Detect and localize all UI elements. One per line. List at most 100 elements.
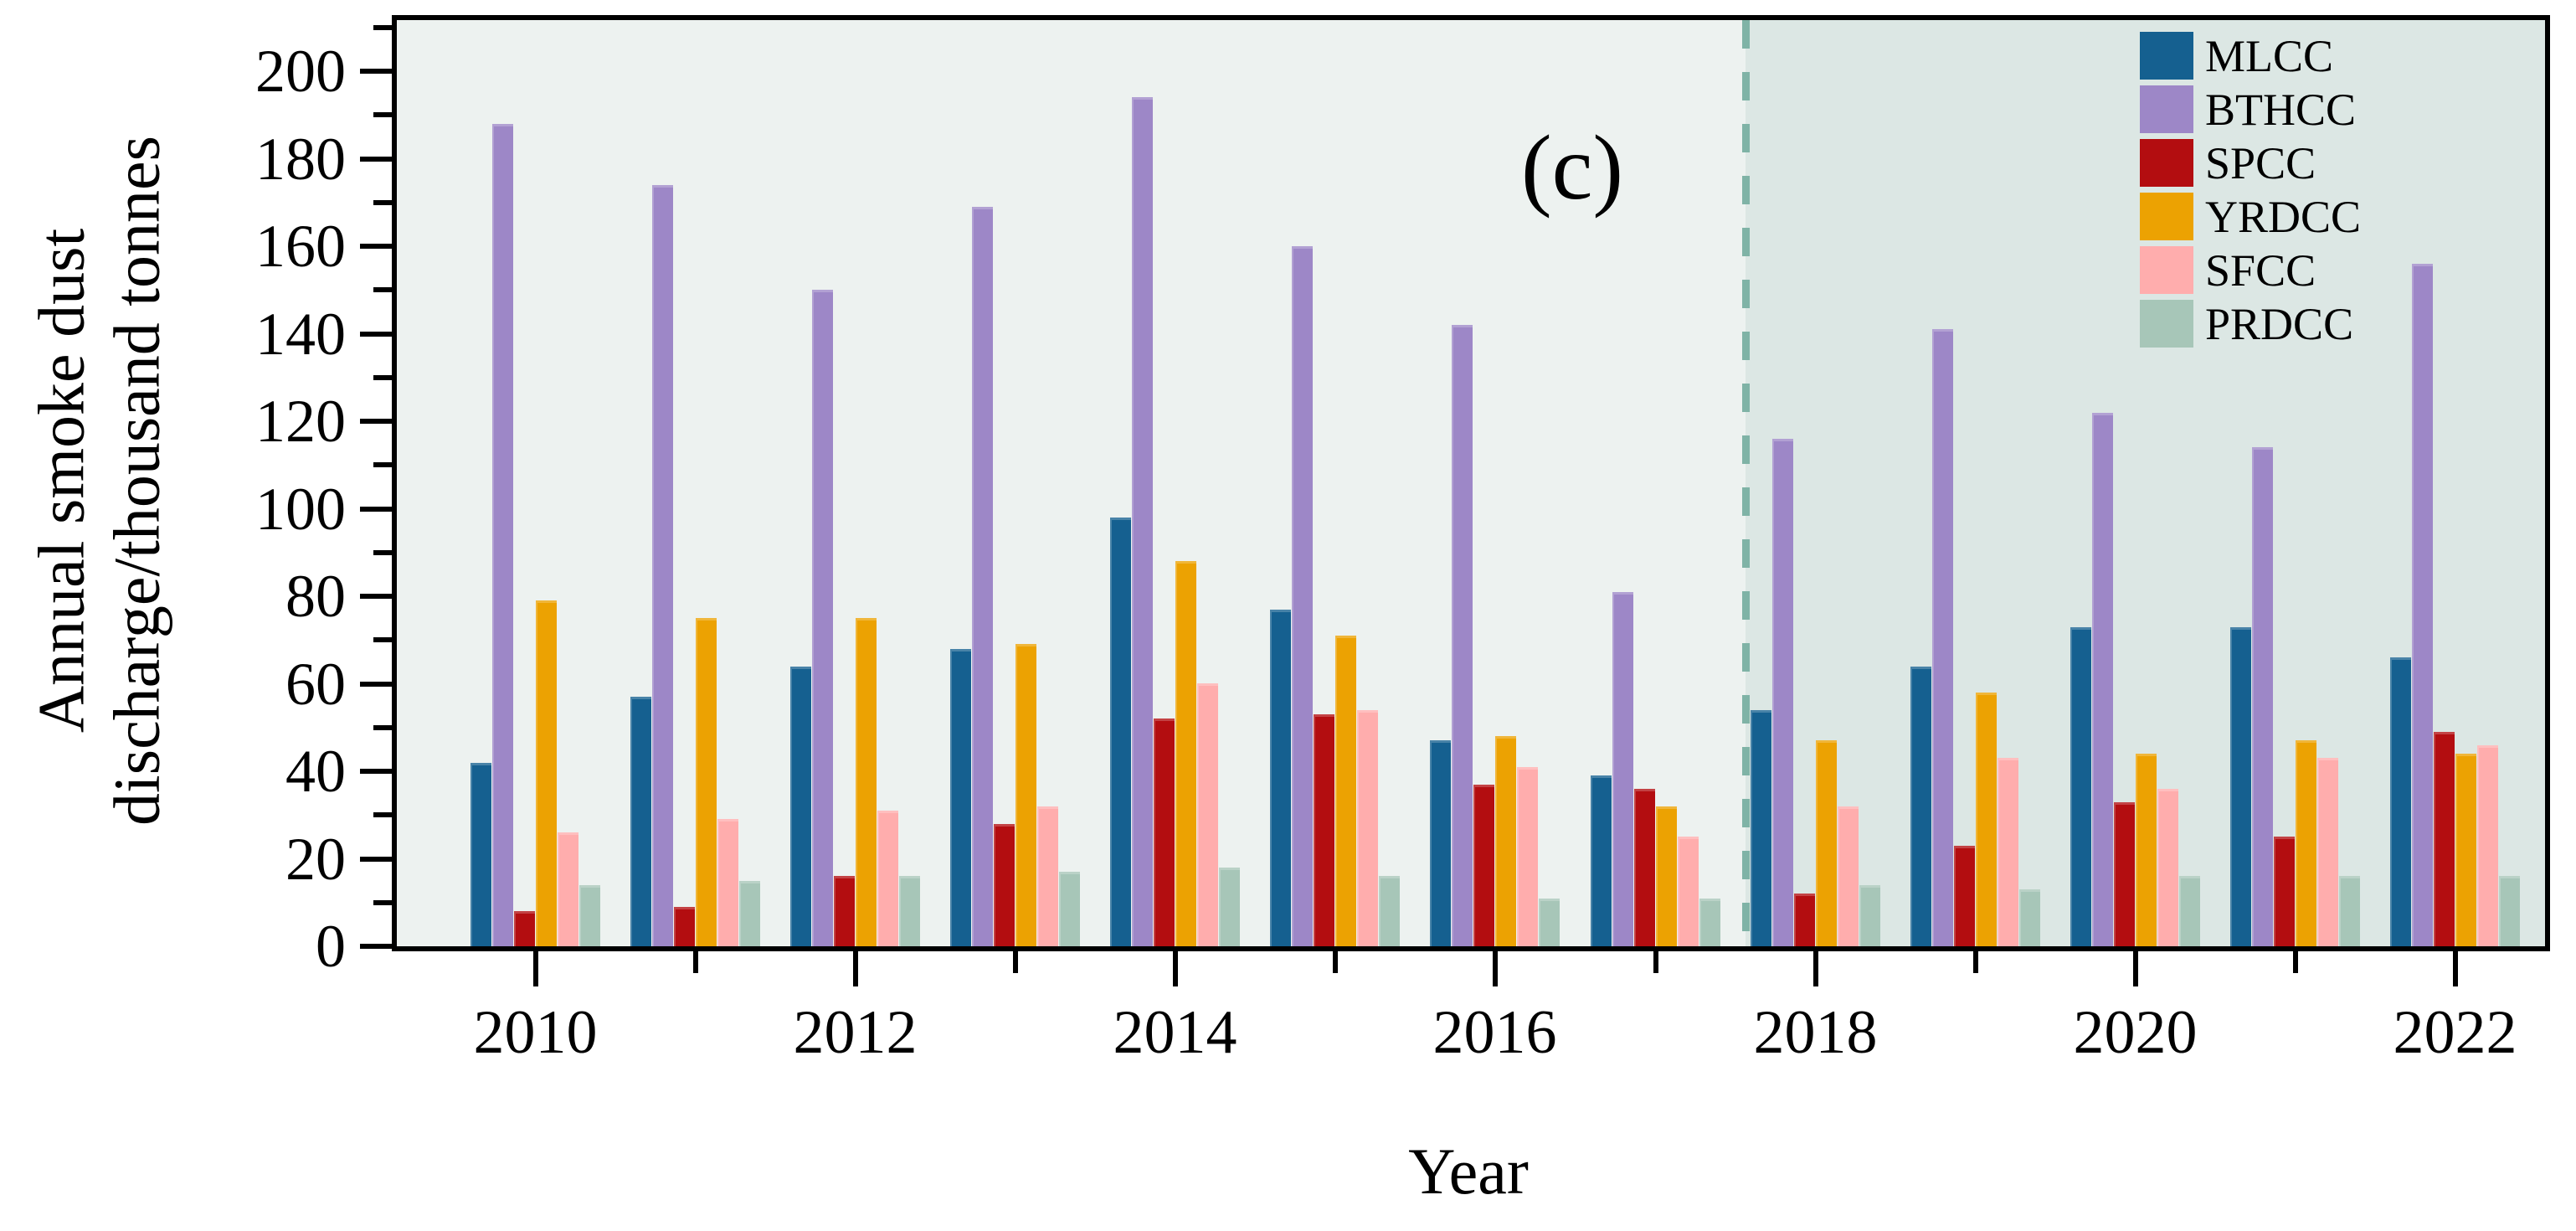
- legend-swatch-SFCC: [2140, 246, 2193, 294]
- x-tick-2011: [692, 951, 698, 973]
- bar-PRDCC-2017: [1699, 899, 1720, 946]
- bar-SFCC-2013: [1037, 806, 1059, 946]
- bar-MLCC-2011: [630, 697, 652, 946]
- y-tick-label-100: 100: [255, 475, 346, 543]
- y-tick-label-0: 0: [316, 913, 346, 980]
- x-tick-label-2014: 2014: [1113, 998, 1237, 1067]
- legend-item-PRDCC: PRDCC: [2140, 300, 2361, 348]
- y-tick-30: [373, 812, 392, 818]
- legend-item-BTHCC: BTHCC: [2140, 85, 2361, 133]
- bar-BTHCC-2018: [1771, 439, 1793, 946]
- year-group-2016: [1430, 325, 1561, 946]
- bar-PRDCC-2013: [1059, 872, 1081, 946]
- y-tick-label-60: 60: [285, 650, 346, 718]
- x-tick-2013: [1012, 951, 1018, 973]
- x-tick-2019: [1972, 951, 1978, 973]
- x-tick-2022: [2452, 951, 2458, 986]
- y-tick-label-180: 180: [255, 125, 346, 193]
- legend-item-SPCC: SPCC: [2140, 139, 2361, 187]
- x-tick-2021: [2292, 951, 2298, 973]
- bar-YRDCC-2020: [2135, 754, 2157, 946]
- bar-MLCC-2010: [470, 763, 491, 946]
- bar-YRDCC-2016: [1495, 736, 1517, 946]
- bar-YRDCC-2017: [1655, 806, 1677, 946]
- y-tick-100: [360, 506, 392, 512]
- bar-SPCC-2010: [514, 911, 535, 946]
- plot-inner: (c) MLCC BTHCC SPCC YRDCC SFCC PRDCC: [397, 20, 2545, 946]
- year-group-2022: [2389, 264, 2520, 946]
- year-group-2011: [630, 185, 761, 946]
- legend-label-SFCC: SFCC: [2205, 245, 2316, 296]
- legend-swatch-SPCC: [2140, 139, 2193, 187]
- year-group-2014: [1110, 97, 1241, 946]
- bar-MLCC-2017: [1590, 775, 1612, 946]
- y-tick-170: [373, 199, 392, 205]
- legend-item-SFCC: SFCC: [2140, 246, 2361, 294]
- y-tick-140: [360, 331, 392, 337]
- legend: MLCC BTHCC SPCC YRDCC SFCC PRDCC: [2140, 32, 2361, 348]
- year-group-2018: [1750, 439, 1880, 946]
- bar-SPCC-2013: [994, 824, 1015, 946]
- y-tick-label-80: 80: [285, 563, 346, 630]
- bar-MLCC-2013: [950, 649, 972, 946]
- bar-MLCC-2012: [790, 667, 812, 946]
- x-tick-2010: [532, 951, 538, 986]
- bar-BTHCC-2021: [2251, 447, 2273, 946]
- bar-PRDCC-2010: [579, 885, 600, 946]
- bar-BTHCC-2016: [1452, 325, 1473, 946]
- legend-item-YRDCC: YRDCC: [2140, 193, 2361, 240]
- y-tick-210: [373, 24, 392, 30]
- bar-BTHCC-2015: [1292, 246, 1314, 946]
- bar-PRDCC-2015: [1379, 876, 1401, 946]
- bar-SFCC-2022: [2476, 745, 2498, 946]
- bar-SPCC-2014: [1154, 719, 1175, 946]
- bar-SPCC-2017: [1633, 789, 1655, 946]
- bar-PRDCC-2016: [1539, 899, 1561, 946]
- year-group-2012: [790, 290, 921, 946]
- legend-swatch-YRDCC: [2140, 193, 2193, 240]
- bar-BTHCC-2013: [972, 207, 994, 946]
- x-tick-label-2018: 2018: [1753, 998, 1878, 1067]
- bar-PRDCC-2014: [1219, 868, 1241, 946]
- legend-swatch-PRDCC: [2140, 300, 2193, 348]
- bar-PRDCC-2012: [899, 876, 921, 946]
- x-tick-label-2020: 2020: [2073, 998, 2198, 1067]
- year-group-2020: [2070, 413, 2200, 946]
- bar-SPCC-2016: [1473, 785, 1495, 946]
- panel-label: (c): [1520, 116, 1624, 219]
- year-group-2017: [1590, 592, 1720, 946]
- x-tick-2018: [1812, 951, 1818, 986]
- x-tick-label-2016: 2016: [1432, 998, 1557, 1067]
- bar-MLCC-2022: [2389, 657, 2411, 946]
- bar-MLCC-2019: [1910, 667, 1931, 946]
- y-tick-40: [360, 769, 392, 774]
- legend-swatch-BTHCC: [2140, 85, 2193, 133]
- legend-label-PRDCC: PRDCC: [2205, 298, 2354, 349]
- bar-SPCC-2012: [834, 876, 856, 946]
- y-tick-50: [373, 724, 392, 730]
- bar-SFCC-2021: [2316, 758, 2338, 946]
- year-group-2013: [950, 207, 1081, 946]
- y-tick-10: [373, 899, 392, 905]
- x-tick-2016: [1492, 951, 1498, 986]
- bar-PRDCC-2021: [2338, 876, 2360, 946]
- x-tick-2015: [1332, 951, 1338, 973]
- year-group-2021: [2229, 447, 2360, 946]
- legend-label-MLCC: MLCC: [2205, 30, 2334, 81]
- y-tick-120: [360, 419, 392, 424]
- legend-label-YRDCC: YRDCC: [2205, 191, 2362, 242]
- bar-SFCC-2012: [877, 811, 899, 946]
- bar-SFCC-2016: [1517, 767, 1539, 946]
- legend-item-MLCC: MLCC: [2140, 32, 2361, 80]
- bar-SFCC-2011: [717, 819, 739, 946]
- bar-SFCC-2020: [2157, 789, 2178, 946]
- bar-PRDCC-2019: [2018, 889, 2040, 946]
- y-tick-130: [373, 374, 392, 380]
- y-tick-label-20: 20: [285, 825, 346, 893]
- y-tick-180: [360, 156, 392, 162]
- bar-BTHCC-2011: [652, 185, 674, 946]
- period-separator-dashed-line: [1742, 20, 1750, 946]
- y-axis-title-line1: Annual smoke dust: [24, 228, 98, 734]
- year-group-2019: [1910, 329, 2040, 946]
- y-tick-20: [360, 856, 392, 862]
